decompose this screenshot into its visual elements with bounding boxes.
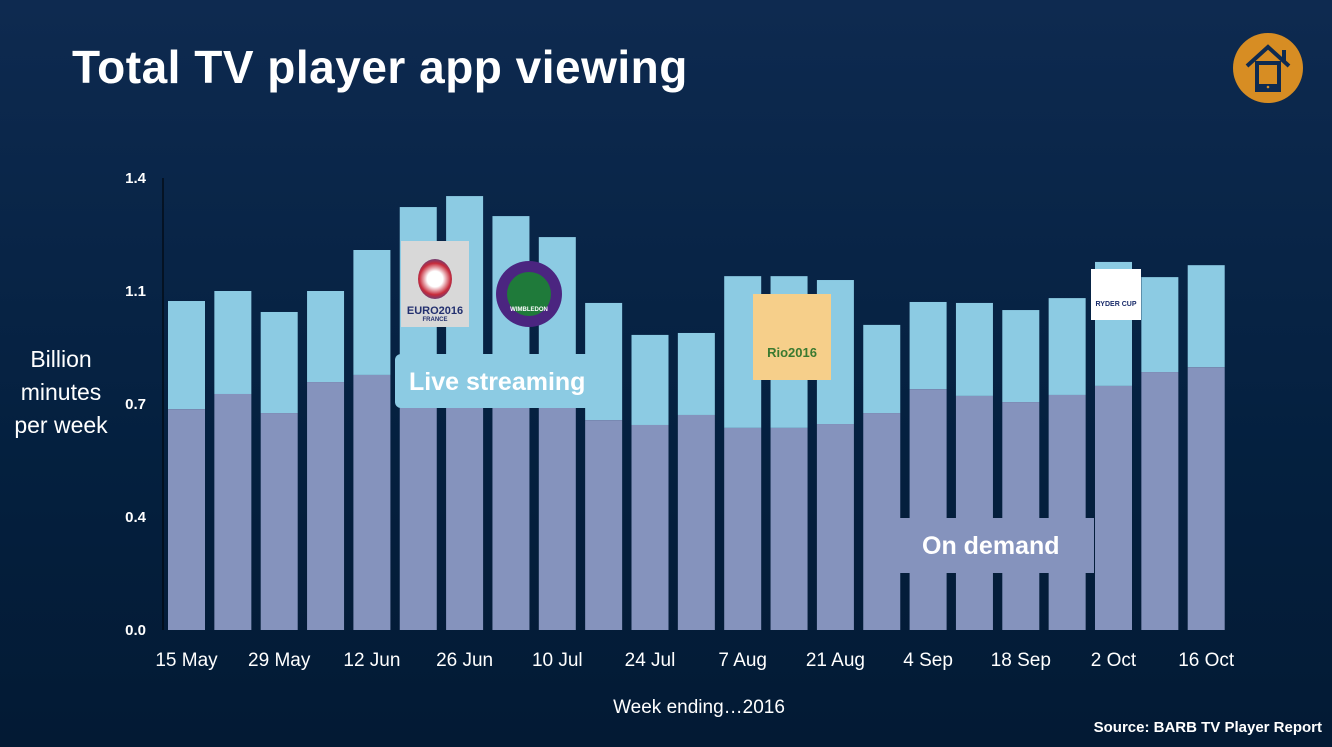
rio-logo-text: Rio2016 bbox=[767, 345, 817, 360]
bar-live-streaming bbox=[1002, 310, 1040, 403]
bar-live-streaming bbox=[214, 291, 252, 394]
bar-on-demand bbox=[214, 393, 252, 630]
rio-2016-logo: Rio2016 bbox=[753, 294, 831, 380]
bar-live-streaming bbox=[260, 311, 298, 414]
bar-live-streaming bbox=[307, 291, 345, 383]
home-tablet-icon bbox=[1245, 44, 1291, 92]
euro-logo-text: EURO2016 bbox=[406, 305, 464, 317]
euro-logo-subtext: FRANCE bbox=[422, 317, 448, 323]
x-tick-label: 29 May bbox=[248, 650, 311, 671]
live-streaming-label: Live streaming bbox=[395, 354, 615, 408]
x-tick-label: 15 May bbox=[155, 650, 218, 671]
on-demand-label: On demand bbox=[898, 518, 1094, 573]
bar-on-demand bbox=[863, 413, 901, 630]
x-tick-label: 16 Oct bbox=[1178, 650, 1235, 671]
bar-on-demand bbox=[770, 427, 808, 630]
euro-2016-logo: EURO2016 FRANCE bbox=[401, 241, 469, 327]
bar-on-demand bbox=[1095, 385, 1132, 630]
bar-on-demand bbox=[353, 374, 391, 630]
bar-live-streaming bbox=[863, 324, 901, 414]
x-tick-label: 4 Sep bbox=[903, 650, 953, 671]
bar-live-streaming bbox=[677, 332, 715, 415]
bar-live-streaming bbox=[955, 302, 993, 396]
bar-on-demand bbox=[260, 413, 298, 630]
y-tick-label: 1.1 bbox=[125, 283, 146, 300]
bar-on-demand bbox=[909, 389, 947, 630]
bar-live-streaming bbox=[1048, 298, 1086, 395]
bar-on-demand bbox=[446, 384, 484, 630]
x-tick-label: 26 Jun bbox=[436, 650, 493, 671]
bar-on-demand bbox=[1048, 394, 1086, 630]
bar-live-streaming bbox=[353, 249, 391, 375]
y-tick-label: 0.7 bbox=[125, 396, 146, 413]
bar-on-demand bbox=[585, 420, 623, 630]
home-button[interactable] bbox=[1233, 33, 1303, 103]
y-tick-label: 0.0 bbox=[125, 622, 146, 639]
x-tick-label: 21 Aug bbox=[806, 650, 865, 671]
bar-live-streaming bbox=[631, 334, 669, 425]
ryder-cup-logo: RYDER CUP bbox=[1091, 269, 1141, 320]
bar-on-demand bbox=[1141, 372, 1179, 630]
bar-on-demand bbox=[307, 382, 345, 630]
bar-on-demand bbox=[955, 395, 993, 630]
x-tick-label: 10 Jul bbox=[532, 650, 583, 671]
bar-on-demand bbox=[677, 414, 715, 630]
x-axis-label: Week ending…2016 bbox=[613, 697, 785, 718]
source-note: Source: BARB TV Player Report bbox=[1093, 719, 1322, 736]
x-tick-label: 18 Sep bbox=[991, 650, 1051, 671]
x-tick-label: 12 Jun bbox=[343, 650, 400, 671]
bar-live-streaming bbox=[168, 301, 205, 410]
bar-on-demand bbox=[168, 409, 205, 630]
bar-on-demand bbox=[1002, 402, 1040, 630]
y-axis-label: Billion minutes per week bbox=[14, 346, 108, 438]
wimbledon-logo: WIMBLEDON bbox=[496, 261, 562, 327]
wimbledon-logo-text: WIMBLEDON bbox=[510, 307, 548, 313]
ryder-logo-text: RYDER CUP bbox=[1095, 301, 1137, 308]
bar-live-streaming bbox=[1141, 277, 1179, 373]
bar-live-streaming bbox=[909, 301, 947, 390]
bar-on-demand bbox=[399, 378, 437, 630]
x-tick-label: 2 Oct bbox=[1091, 650, 1137, 671]
bar-on-demand bbox=[724, 427, 762, 630]
y-tick-label: 0.4 bbox=[125, 509, 147, 526]
bar-on-demand bbox=[1187, 367, 1225, 630]
bar-on-demand bbox=[492, 391, 530, 630]
bar-live-streaming bbox=[1187, 265, 1225, 368]
x-tick-label: 24 Jul bbox=[625, 650, 676, 671]
x-tick-label: 7 Aug bbox=[718, 650, 767, 671]
bar-on-demand bbox=[816, 424, 854, 630]
bar-on-demand bbox=[631, 424, 669, 630]
page-title: Total TV player app viewing bbox=[72, 41, 688, 93]
y-tick-label: 1.4 bbox=[125, 170, 147, 187]
bar-on-demand bbox=[538, 397, 576, 630]
